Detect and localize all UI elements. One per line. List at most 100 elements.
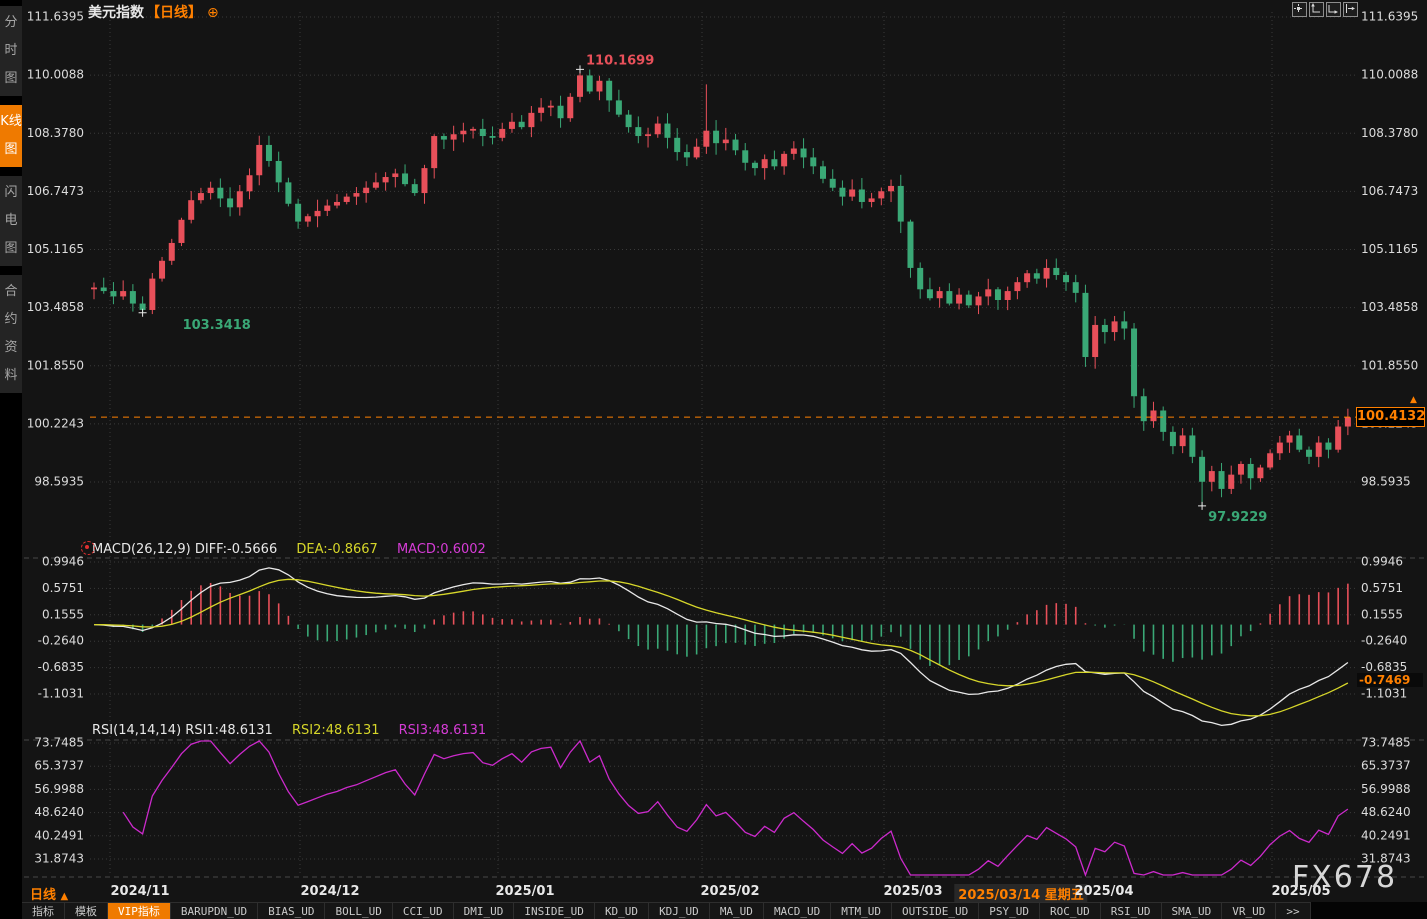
indicator-tab-mtm_ud[interactable]: MTM_UD xyxy=(831,902,893,919)
rsi1-value: RSI(14,14,14) RSI1:48.6131 xyxy=(92,723,273,738)
macd-header: MACD(26,12,9) DIFF:-0.5666 DEA:-0.8667 M… xyxy=(92,542,486,557)
indicator-tab-barupdn_ud[interactable]: BARUPDN_UD xyxy=(170,902,259,919)
macd-bar-value: MACD:0.6002 xyxy=(396,542,486,557)
macd-y-tick-right: -0.6835 xyxy=(1361,660,1407,674)
main-y-tick-right: 110.0088 xyxy=(1361,68,1418,82)
indicator-tab-macd_ud[interactable]: MACD_UD xyxy=(763,902,832,919)
indicator-tab-roc_ud[interactable]: ROC_UD xyxy=(1040,902,1101,919)
main-y-tick-left: 111.6395 xyxy=(27,10,84,24)
main-y-tick-right: 98.5935 xyxy=(1361,475,1411,489)
indicator-tab-vr_ud[interactable]: VR_UD xyxy=(1222,902,1277,919)
sidebar-item-contract-info[interactable]: 合约资料 xyxy=(0,275,22,393)
x-axis-row: 日线 ▲ 2024/11 2024/12 2025/01 2025/02 2025/03… xyxy=(0,883,1427,903)
rsi2-value: RSI2:48.6131 xyxy=(291,723,380,738)
indicator-tab-boll_ud[interactable]: BOLL_UD xyxy=(325,902,393,919)
main-y-tick-left: 101.8550 xyxy=(27,358,84,372)
layout-grid-icon[interactable] xyxy=(1292,2,1307,17)
indicator-tab-rsi_ud[interactable]: RSI_UD xyxy=(1100,902,1162,919)
rsi3-value: RSI3:48.6131 xyxy=(398,723,487,738)
extreme-marker-icon xyxy=(576,65,584,74)
watermark: FX678 xyxy=(1292,860,1398,895)
candles-group[interactable] xyxy=(91,69,1351,506)
macd-y-tick-left: 0.1555 xyxy=(42,607,84,621)
macd-dea-line xyxy=(93,578,1349,717)
main-y-tick-left: 98.5935 xyxy=(34,475,84,489)
main-y-tick-left: 106.7473 xyxy=(27,184,84,198)
indicator-tab-outside_ud[interactable]: OUTSIDE_UD xyxy=(892,902,980,919)
indicator-tab-inside_ud[interactable]: INSIDE_UD xyxy=(514,902,595,919)
indicator-tab-[interactable]: >> xyxy=(1276,902,1311,919)
rsi-y-tick-right: 48.6240 xyxy=(1361,805,1411,819)
macd-y-tick-right: 0.1555 xyxy=(1361,607,1403,621)
indicator-tab-kdj_ud[interactable]: KDJ_UD xyxy=(649,902,710,919)
macd-panel[interactable]: 0.9946 0.9946 0.5751 0.5751 0.1555 0.1555 -0.2… xyxy=(38,554,1408,727)
macd-current-tick: -0.7469 xyxy=(1357,673,1423,687)
date-label: 2025/03 xyxy=(883,884,943,899)
rsi-y-tick-left: 40.2491 xyxy=(34,828,84,842)
indicator-tab-vip指标[interactable]: VIP指标 xyxy=(108,902,171,919)
price-annotation: 103.3418 xyxy=(183,318,251,333)
indicator-tab-bias_ud[interactable]: BIAS_UD xyxy=(258,902,326,919)
indicator-tab-模板[interactable]: 模板 xyxy=(65,902,108,919)
indicator-tab-psy_ud[interactable]: PSY_UD xyxy=(979,902,1041,919)
main-y-tick-left: 105.1165 xyxy=(27,242,84,256)
sidebar-item-kline[interactable]: K线图 xyxy=(0,105,22,167)
pan-right-icon[interactable] xyxy=(1343,2,1358,17)
vertical-gridlines xyxy=(109,12,1273,876)
macd-diff-value: MACD(26,12,9) DIFF:-0.5666 xyxy=(92,542,278,557)
macd-y-tick-left: -0.6835 xyxy=(38,660,84,674)
macd-y-tick-left: 0.9946 xyxy=(42,554,84,568)
price-up-arrow-icon: ▲ xyxy=(1410,395,1417,405)
rsi-y-tick-left: 31.8743 xyxy=(34,851,84,865)
rsi-y-tick-left: 48.6240 xyxy=(34,805,84,819)
macd-diff-line xyxy=(93,567,1349,727)
period-selector[interactable]: 日线 ▲ xyxy=(30,888,69,903)
macd-y-tick-right: 0.9946 xyxy=(1361,554,1403,568)
symbol-name: 美元指数 xyxy=(88,5,144,21)
rsi-y-tick-left: 73.7485 xyxy=(34,736,84,750)
price-annotation: 110.1699 xyxy=(586,53,654,68)
left-sidebar: 分时图 K线图 闪电图 合约资料 xyxy=(0,0,22,919)
date-label: 2024/11 xyxy=(110,884,170,899)
main-y-tick-right: 103.4858 xyxy=(1361,300,1418,314)
rsi-y-tick-left: 56.9988 xyxy=(34,782,84,796)
indicator-tab-dmi_ud[interactable]: DMI_UD xyxy=(453,902,515,919)
indicator-tab-cci_ud[interactable]: CCI_UD xyxy=(392,902,454,919)
date-label: 2025/01 xyxy=(495,884,555,899)
expand-icon[interactable]: ⊕ xyxy=(207,5,219,21)
macd-dea-value: DEA:-0.8667 xyxy=(296,542,378,557)
date-label: 2025/04 xyxy=(1074,884,1134,899)
chart-title: 美元指数 【日线】 ⊕ xyxy=(88,2,219,22)
macd-y-tick-left: -1.1031 xyxy=(38,687,84,701)
indicator-tab-ma_ud[interactable]: MA_UD xyxy=(709,902,764,919)
rsi-y-tick-right: 31.8743 xyxy=(1361,851,1411,865)
period-tag: 【日线】 xyxy=(146,5,202,21)
chart-toolbar xyxy=(1292,2,1358,17)
indicator-tab-指标[interactable]: 指标 xyxy=(22,902,65,919)
extreme-marker-icon xyxy=(138,308,147,317)
sidebar-item-flashchart[interactable]: 闪电图 xyxy=(0,176,22,266)
scale-x-axis-icon[interactable] xyxy=(1326,2,1341,17)
alert-pulse-icon xyxy=(81,541,95,555)
main-y-tick-left: 103.4858 xyxy=(27,300,84,314)
indicator-tab-kd_ud[interactable]: KD_UD xyxy=(594,902,650,919)
date-label: 2025/02 xyxy=(700,884,760,899)
main-price-panel: 111.6395 111.6395 110.0088 110.0088 108.3780… xyxy=(27,10,1419,489)
main-y-tick-right: 106.7473 xyxy=(1361,184,1418,198)
scale-y-axis-icon[interactable] xyxy=(1309,2,1324,17)
rsi-y-tick-right: 65.3737 xyxy=(1361,759,1411,773)
extreme-marker-icon xyxy=(1198,501,1207,510)
rsi-line xyxy=(122,739,1349,877)
sidebar-item-timechart[interactable]: 分时图 xyxy=(0,6,22,96)
rsi-y-tick-right: 40.2491 xyxy=(1361,828,1411,842)
date-label: 2025/05 xyxy=(1271,884,1331,899)
main-y-tick-right: 105.1165 xyxy=(1361,242,1418,256)
indicator-tab-sma_ud[interactable]: SMA_UD xyxy=(1161,902,1223,919)
price-annotation: 97.9229 xyxy=(1208,510,1267,525)
rsi-panel[interactable]: 73.7485 73.7485 65.3737 65.3737 56.9988 56.99… xyxy=(34,736,1411,877)
current-price-badge: 100.4132 xyxy=(1356,407,1425,427)
macd-y-tick-right: -1.1031 xyxy=(1361,687,1407,701)
date-label-selected: 2025/03/14 星期五 xyxy=(954,884,1088,903)
